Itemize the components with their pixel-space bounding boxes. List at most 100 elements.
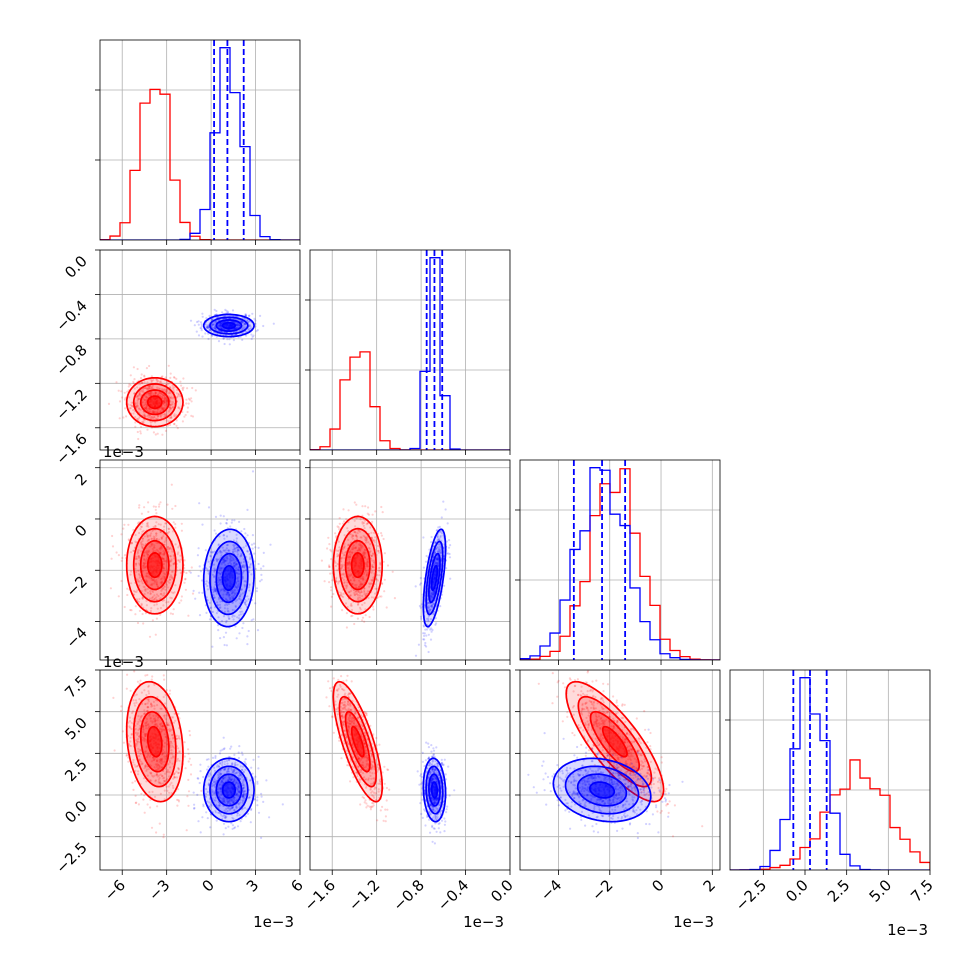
scatter-point — [119, 400, 121, 402]
scatter-point — [327, 537, 329, 539]
scatter-point — [208, 315, 210, 317]
scatter-point — [178, 602, 180, 604]
scatter-point — [120, 390, 122, 392]
scatter-point — [155, 506, 157, 508]
scatter-point — [201, 336, 203, 338]
scatter-point — [206, 769, 208, 771]
scatter-point — [420, 582, 422, 584]
scatter-point — [177, 799, 179, 801]
scatter-point — [118, 554, 120, 556]
scatter-point — [269, 544, 271, 546]
scatter-point — [187, 748, 189, 750]
scatter-point — [250, 334, 252, 336]
scatter-point — [439, 605, 441, 607]
scatter-point — [158, 503, 160, 505]
scatter-point — [124, 392, 126, 394]
scatter-point — [423, 635, 425, 637]
scatter-point — [332, 593, 334, 595]
scatter-point — [259, 315, 261, 317]
scatter-point — [367, 506, 369, 508]
scatter-point — [120, 533, 122, 535]
scatter-point — [219, 637, 221, 639]
scatter-point — [168, 365, 170, 367]
scatter-point — [141, 373, 143, 375]
scatter-point — [181, 595, 183, 597]
scatter-point — [220, 515, 222, 517]
scatter-point — [372, 514, 374, 516]
scatter-point — [185, 767, 187, 769]
scatter-point — [189, 399, 191, 401]
scatter-point — [380, 506, 382, 508]
scatter-point — [201, 524, 203, 526]
scatter-point — [423, 567, 425, 569]
scatter-point — [251, 544, 253, 546]
scatter-point — [202, 316, 204, 318]
scatter-point — [134, 426, 136, 428]
scatter-point — [223, 337, 225, 339]
scatter-point — [172, 613, 174, 615]
scatter-point — [343, 520, 345, 522]
scatter-point — [445, 567, 447, 569]
scatter-point — [251, 338, 253, 340]
scatter-point — [181, 523, 183, 525]
scatter-point — [211, 335, 213, 337]
scatter-point — [149, 636, 151, 638]
scatter-point — [142, 613, 144, 615]
scatter-point — [198, 324, 200, 326]
scatter-point — [420, 607, 422, 609]
scatter-point — [201, 592, 203, 594]
scatter-point — [256, 587, 258, 589]
scatter-point — [247, 813, 249, 815]
scatter-point — [190, 764, 192, 766]
scatter-point — [114, 749, 116, 751]
scatter-point — [381, 535, 383, 537]
histogram-p3-0 — [520, 469, 720, 660]
scatter-point — [257, 629, 259, 631]
scatter-point — [447, 552, 449, 554]
scatter-point — [161, 375, 163, 377]
scatter-point — [223, 737, 225, 739]
scatter-point — [122, 416, 124, 418]
scatter-point — [121, 396, 123, 398]
scatter-point — [331, 579, 333, 581]
scatter-point — [228, 338, 230, 340]
scatter-point — [386, 606, 388, 608]
scatter-point — [383, 590, 385, 592]
scatter-point — [126, 594, 128, 596]
scatter-point — [423, 625, 425, 627]
scatter-point — [151, 679, 153, 681]
histogram-p3-1 — [520, 468, 720, 660]
scatter-point — [139, 680, 141, 682]
panel-p2-vs-p1 — [95, 250, 300, 455]
scatter-point — [135, 802, 137, 804]
scatter-point — [260, 574, 262, 576]
scatter-point — [123, 742, 125, 744]
scatter-point — [139, 430, 141, 432]
scatter-point — [151, 827, 153, 829]
scatter-point — [196, 321, 198, 323]
scatter-point — [425, 645, 427, 647]
scatter-point — [185, 402, 187, 404]
scatter-point — [174, 505, 176, 507]
scatter-point — [387, 564, 389, 566]
scatter-point — [254, 602, 256, 604]
scatter-point — [253, 543, 255, 545]
scatter-point — [169, 693, 171, 695]
scatter-point — [166, 689, 168, 691]
scatter-point — [137, 681, 139, 683]
scatter-point — [439, 526, 441, 528]
scatter-point — [231, 519, 233, 521]
scatter-point — [241, 339, 243, 341]
scatter-point — [208, 506, 210, 508]
scatter-point — [198, 334, 200, 336]
scatter-point — [125, 415, 127, 417]
scatter-point — [392, 571, 394, 573]
scatter-point — [185, 399, 187, 401]
scatter-point — [384, 579, 386, 581]
scatter-point — [128, 385, 130, 387]
scatter-point — [261, 579, 263, 581]
scatter-point — [169, 377, 171, 379]
scatter-point — [165, 376, 167, 378]
scatter-point — [431, 536, 433, 538]
